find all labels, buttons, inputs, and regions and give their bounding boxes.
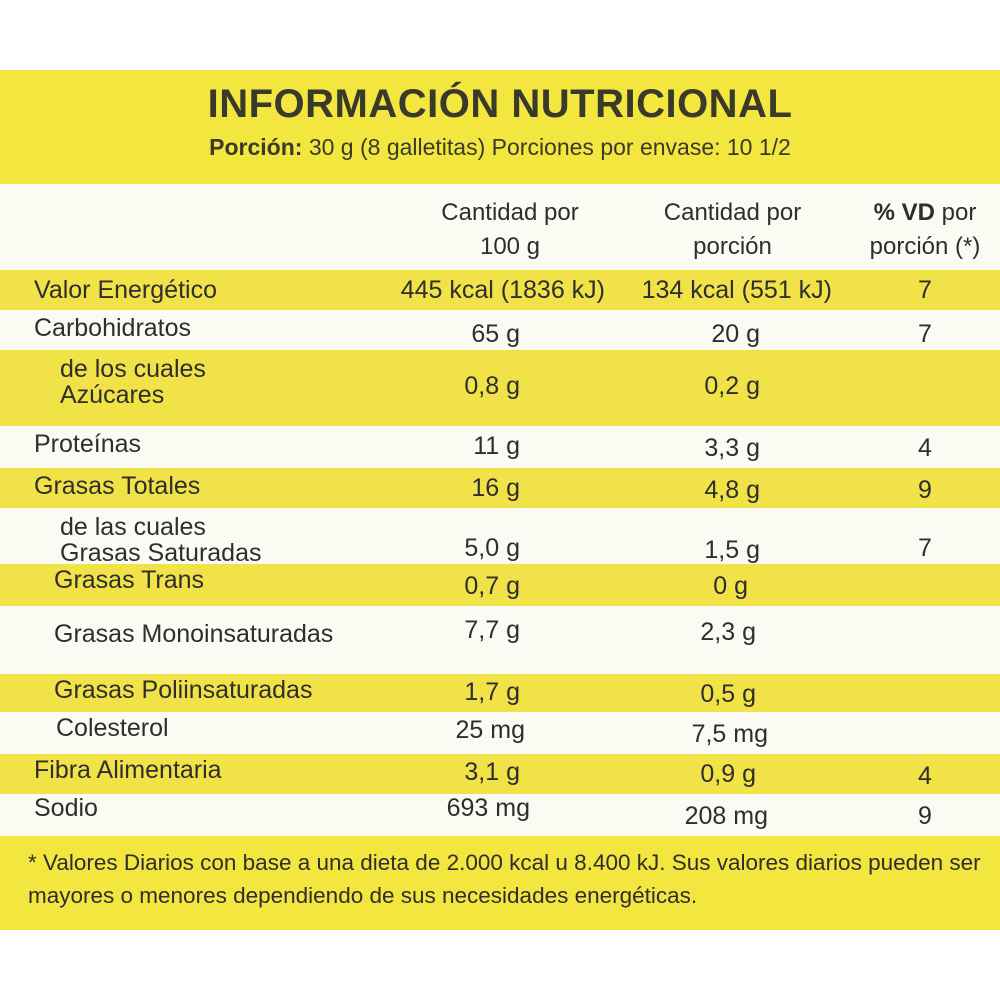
value-perportion: 20 g <box>711 320 760 348</box>
value-vd: 9 <box>918 802 932 830</box>
nutrient-name: Carbohidratos <box>34 314 192 342</box>
nutrient-name-line1: de los cuales <box>60 355 206 383</box>
table-row: de los cuales Azúcares 0,8 g 0,2 g <box>0 350 1000 426</box>
nutrient-name: Valor Energético <box>34 276 217 304</box>
header-vd-rest: por <box>935 199 977 226</box>
nutrient-name-line1: de las cuales <box>60 513 206 541</box>
table-row: Proteínas 11 g 3,3 g 4 <box>0 426 1000 468</box>
value-vd: 7 <box>918 534 932 562</box>
nutrient-name: Colesterol <box>56 714 169 742</box>
value-perportion: 0 g <box>713 572 748 600</box>
value-perportion: 3,3 g <box>704 434 760 462</box>
value-perportion: 1,5 g <box>704 536 760 564</box>
header-vd-line2: porción (*) <box>869 233 981 260</box>
value-perportion: 2,3 g <box>700 618 756 646</box>
value-vd: 7 <box>918 276 932 304</box>
header-per100: Cantidad por 100 g <box>400 196 620 264</box>
value-perportion: 134 kcal (551 kJ) <box>641 276 832 304</box>
portion-info: Porción: 30 g (8 galletitas) Porciones p… <box>0 134 1000 161</box>
nutrient-name: Fibra Alimentaria <box>34 756 222 784</box>
table-row: Sodio 693 mg 208 mg 9 <box>0 794 1000 836</box>
nutrient-name: Proteínas <box>34 430 142 458</box>
table-row: Colesterol 25 mg 7,5 mg <box>0 712 1000 754</box>
value-vd: 7 <box>918 320 932 348</box>
header-per100-line1: Cantidad por <box>441 199 579 226</box>
nutrition-table: Cantidad por 100 g Cantidad por porción … <box>0 184 1000 836</box>
label-title: INFORMACIÓN NUTRICIONAL <box>207 82 793 126</box>
nutrient-name: Grasas Totales <box>34 472 201 500</box>
nutrient-name: Grasas Monoinsaturadas <box>54 620 334 648</box>
nutrient-name: Sodio <box>34 794 98 822</box>
value-perportion: 4,8 g <box>704 476 760 504</box>
footnote: * Valores Diarios con base a una dieta d… <box>28 850 981 908</box>
nutrient-name: Grasas Poliinsaturadas <box>54 676 313 704</box>
table-row: Grasas Monoinsaturadas 7,7 g 2,3 g <box>0 606 1000 674</box>
table-row: Fibra Alimentaria 3,1 g 0,9 g 4 <box>0 754 1000 794</box>
nutrient-name: de las cuales Grasas Saturadas <box>60 514 262 566</box>
value-perportion: 0,2 g <box>704 372 760 400</box>
header-vd-bold: % VD <box>873 199 935 226</box>
value-vd: 9 <box>918 476 932 504</box>
value-perportion: 208 mg <box>684 802 768 830</box>
value-per100: 0,7 g <box>464 572 520 600</box>
value-perportion: 0,9 g <box>700 760 756 788</box>
header-perportion-line2: porción <box>693 233 772 260</box>
value-per100: 3,1 g <box>464 758 520 786</box>
table-row: de las cuales Grasas Saturadas 5,0 g 1,5… <box>0 508 1000 574</box>
value-per100: 0,8 g <box>464 372 520 400</box>
value-per100: 16 g <box>471 474 520 502</box>
value-per100: 11 g <box>473 432 520 460</box>
header-vd-line1: % VD por <box>850 196 1000 230</box>
value-per100: 445 kcal (1836 kJ) <box>400 276 605 304</box>
value-vd: 4 <box>918 762 932 790</box>
value-per100: 25 mg <box>455 716 525 744</box>
nutrient-name: Grasas Trans <box>54 566 205 594</box>
portion-text: 30 g (8 galletitas) Porciones por envase… <box>302 134 791 160</box>
table-row: Grasas Totales 16 g 4,8 g 9 <box>0 468 1000 508</box>
header-perportion: Cantidad por porción <box>625 196 840 264</box>
table-row: Grasas Trans 0,7 g 0 g <box>0 564 1000 606</box>
nutrient-name-line2: Grasas Saturadas <box>60 539 262 567</box>
header-per100-line2: 100 g <box>479 233 541 260</box>
nutrient-name-line2: Azúcares <box>60 381 165 409</box>
value-vd: 4 <box>918 434 932 462</box>
table-row: Valor Energético 445 kcal (1836 kJ) 134 … <box>0 270 1000 310</box>
header-vd: % VD por porción (*) <box>850 196 1000 264</box>
value-perportion: 0,5 g <box>700 680 756 708</box>
value-per100: 5,0 g <box>464 534 520 562</box>
value-per100: 7,7 g <box>464 616 520 644</box>
portion-label: Porción: <box>209 134 303 160</box>
table-row: Carbohidratos 65 g 20 g 7 <box>0 310 1000 350</box>
value-perportion: 7,5 mg <box>691 720 768 748</box>
value-per100: 65 g <box>471 320 520 348</box>
nutrient-name: de los cuales Azúcares <box>60 356 206 408</box>
table-row: Grasas Poliinsaturadas 1,7 g 0,5 g <box>0 674 1000 712</box>
header-perportion-line1: Cantidad por <box>663 199 802 226</box>
value-per100: 1,7 g <box>464 678 520 706</box>
value-per100: 693 mg <box>446 794 530 822</box>
